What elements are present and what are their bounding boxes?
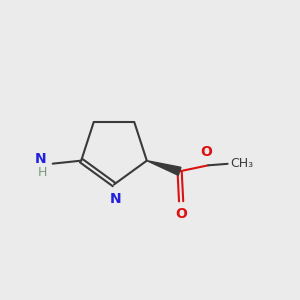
Text: O: O [175, 207, 187, 221]
Text: CH₃: CH₃ [231, 157, 254, 170]
Text: H: H [38, 166, 47, 178]
Text: O: O [201, 145, 213, 159]
Text: N: N [34, 152, 46, 166]
Text: N: N [110, 192, 121, 206]
Polygon shape [147, 161, 181, 175]
